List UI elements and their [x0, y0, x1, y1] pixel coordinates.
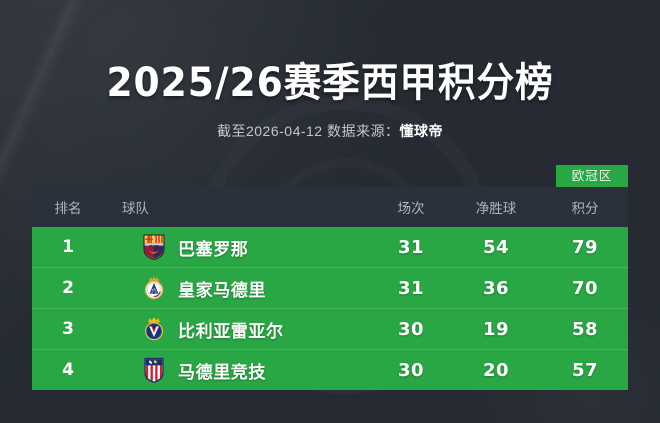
- cell-team: 马德里竞技: [104, 357, 372, 383]
- villarreal-crest: [142, 316, 166, 342]
- cell-team: 皇家马德里: [104, 275, 372, 301]
- real-madrid-crest: [142, 275, 166, 301]
- table-header-row: 排名 球队 场次 净胜球 积分: [32, 187, 628, 227]
- cell-rank: 2: [62, 278, 74, 298]
- cell-points: 79: [571, 236, 599, 258]
- team-name: 马德里竞技: [178, 362, 266, 382]
- cell-rank: 3: [62, 319, 74, 339]
- cell-points: 58: [571, 318, 599, 340]
- column-header-played: 场次: [397, 201, 425, 216]
- cell-goal-diff: 20: [482, 359, 510, 381]
- atletico-madrid-crest: [142, 357, 166, 383]
- table-row[interactable]: 4: [32, 349, 628, 390]
- cell-team: FCB 巴塞罗那: [104, 234, 372, 261]
- cell-goal-diff: 36: [482, 277, 510, 299]
- cell-goal-diff: 19: [482, 318, 510, 340]
- cell-team: 比利亚雷亚尔: [104, 316, 372, 342]
- table-row[interactable]: 3 比利亚雷亚尔 30 19 58: [32, 308, 628, 349]
- column-header-rank: 排名: [54, 201, 82, 216]
- page-title: 2025/26赛季西甲积分榜: [106, 60, 554, 106]
- cell-points: 57: [571, 359, 599, 381]
- barcelona-crest: FCB: [142, 234, 166, 261]
- cell-played: 31: [397, 277, 425, 299]
- header: 2025/26赛季西甲积分榜 截至2026-04-12 数据来源：懂球帝: [0, 58, 660, 140]
- svg-text:FCB: FCB: [149, 245, 159, 251]
- team-name: 皇家马德里: [178, 280, 266, 300]
- table-row[interactable]: 2 皇家马德里 31 36 70: [32, 267, 628, 308]
- cell-played: 31: [397, 236, 425, 258]
- column-header-goal-diff: 净胜球: [475, 201, 517, 216]
- data-source-brand: 懂球帝: [399, 123, 443, 139]
- team-name: 巴塞罗那: [178, 239, 249, 259]
- standings-table: 排名 球队 场次 净胜球 积分 欧冠区 1: [32, 165, 628, 390]
- cell-rank: 4: [62, 360, 74, 380]
- table-row[interactable]: 1: [32, 227, 628, 267]
- page-subtitle: 截至2026-04-12 数据来源：懂球帝: [0, 122, 660, 140]
- column-header-points: 积分: [571, 201, 599, 216]
- subtitle-date-source: 截至2026-04-12 数据来源：: [216, 123, 400, 139]
- cell-played: 30: [397, 359, 425, 381]
- team-name: 比利亚雷亚尔: [178, 321, 284, 341]
- cell-goal-diff: 54: [482, 236, 510, 258]
- cell-rank: 1: [62, 237, 74, 257]
- zone-badge: 欧冠区: [556, 165, 628, 187]
- cell-points: 70: [571, 277, 599, 299]
- cell-played: 30: [397, 318, 425, 340]
- column-header-team: 球队: [122, 201, 149, 216]
